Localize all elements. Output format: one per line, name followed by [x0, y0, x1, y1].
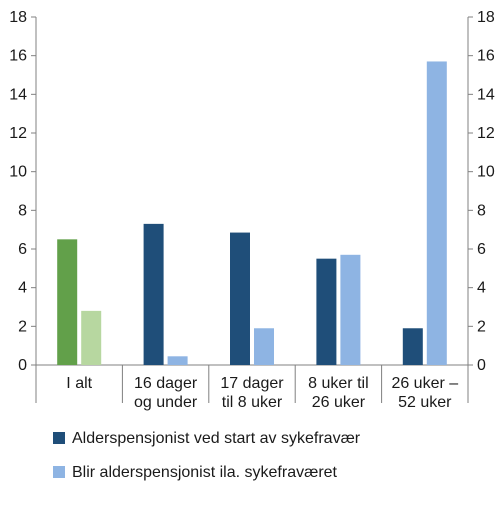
y-tick-label-left: 12	[9, 125, 27, 142]
x-category-label-line: I alt	[66, 375, 92, 392]
legend-label: Alderspensjonist ved start av sykefravær	[72, 430, 361, 447]
x-category-label-line: 17 dager	[220, 375, 284, 392]
y-tick-label-right: 6	[477, 241, 486, 258]
legend-label: Blir alderspensjonist ila. sykefraværet	[72, 464, 338, 481]
bar-series-1	[57, 239, 78, 365]
y-tick-label-right: 14	[477, 86, 495, 103]
x-category-label: 17 dager til 8 uker	[220, 375, 284, 411]
bar-series-2	[81, 310, 102, 365]
y-tick-label-right: 12	[477, 125, 495, 142]
y-tick-label-left: 18	[9, 9, 27, 26]
x-category-label: I alt	[66, 375, 92, 392]
legend: Alderspensjonist ved start av sykefravær…	[53, 430, 361, 481]
bar-series-2	[340, 254, 361, 365]
y-tick-label-right: 4	[477, 280, 486, 297]
y-tick-label-left: 4	[18, 280, 27, 297]
plot-area: 0 0 2 2 4 4 6 6 8 8 10 10 12 12 14 14 16 16 18 18 I alt 16 da…	[9, 9, 495, 411]
bar-series-1	[402, 328, 423, 365]
x-category-label: 16 dager og under	[134, 375, 198, 411]
legend-swatch	[53, 432, 65, 444]
x-category-label-line: og under	[134, 394, 198, 411]
y-tick-label-right: 18	[477, 9, 495, 26]
x-category-label: 8 uker til 26 uker	[308, 375, 368, 411]
y-tick-label-left: 2	[18, 318, 27, 335]
y-tick-label-left: 0	[18, 357, 27, 374]
x-category-label-line: til 8 uker	[222, 394, 283, 411]
bar-series-2	[167, 356, 188, 365]
y-tick-label-right: 0	[477, 357, 486, 374]
y-tick-label-left: 8	[18, 202, 27, 219]
legend-swatch	[53, 466, 65, 478]
y-tick-label-left: 6	[18, 241, 27, 258]
y-tick-label-right: 16	[477, 48, 495, 65]
bar-series-1	[316, 258, 337, 365]
x-category-label-line: 26 uker –	[391, 375, 458, 392]
x-category-label-line: 26 uker	[312, 394, 366, 411]
y-tick-label-right: 10	[477, 164, 495, 181]
y-tick-label-left: 16	[9, 48, 27, 65]
bar-series-2	[426, 61, 447, 365]
bar-series-1	[143, 223, 164, 365]
y-tick-label-right: 2	[477, 318, 486, 335]
y-tick-label-right: 8	[477, 202, 486, 219]
y-tick-label-left: 14	[9, 86, 27, 103]
x-category-label: 26 uker – 52 uker	[391, 375, 458, 411]
bar-series-1	[230, 232, 250, 365]
x-category-label-line: 52 uker	[398, 394, 452, 411]
bar-series-2	[254, 328, 274, 365]
x-category-label-line: 16 dager	[134, 375, 198, 392]
x-category-label-line: 8 uker til	[308, 375, 368, 392]
y-tick-label-left: 10	[9, 164, 27, 181]
